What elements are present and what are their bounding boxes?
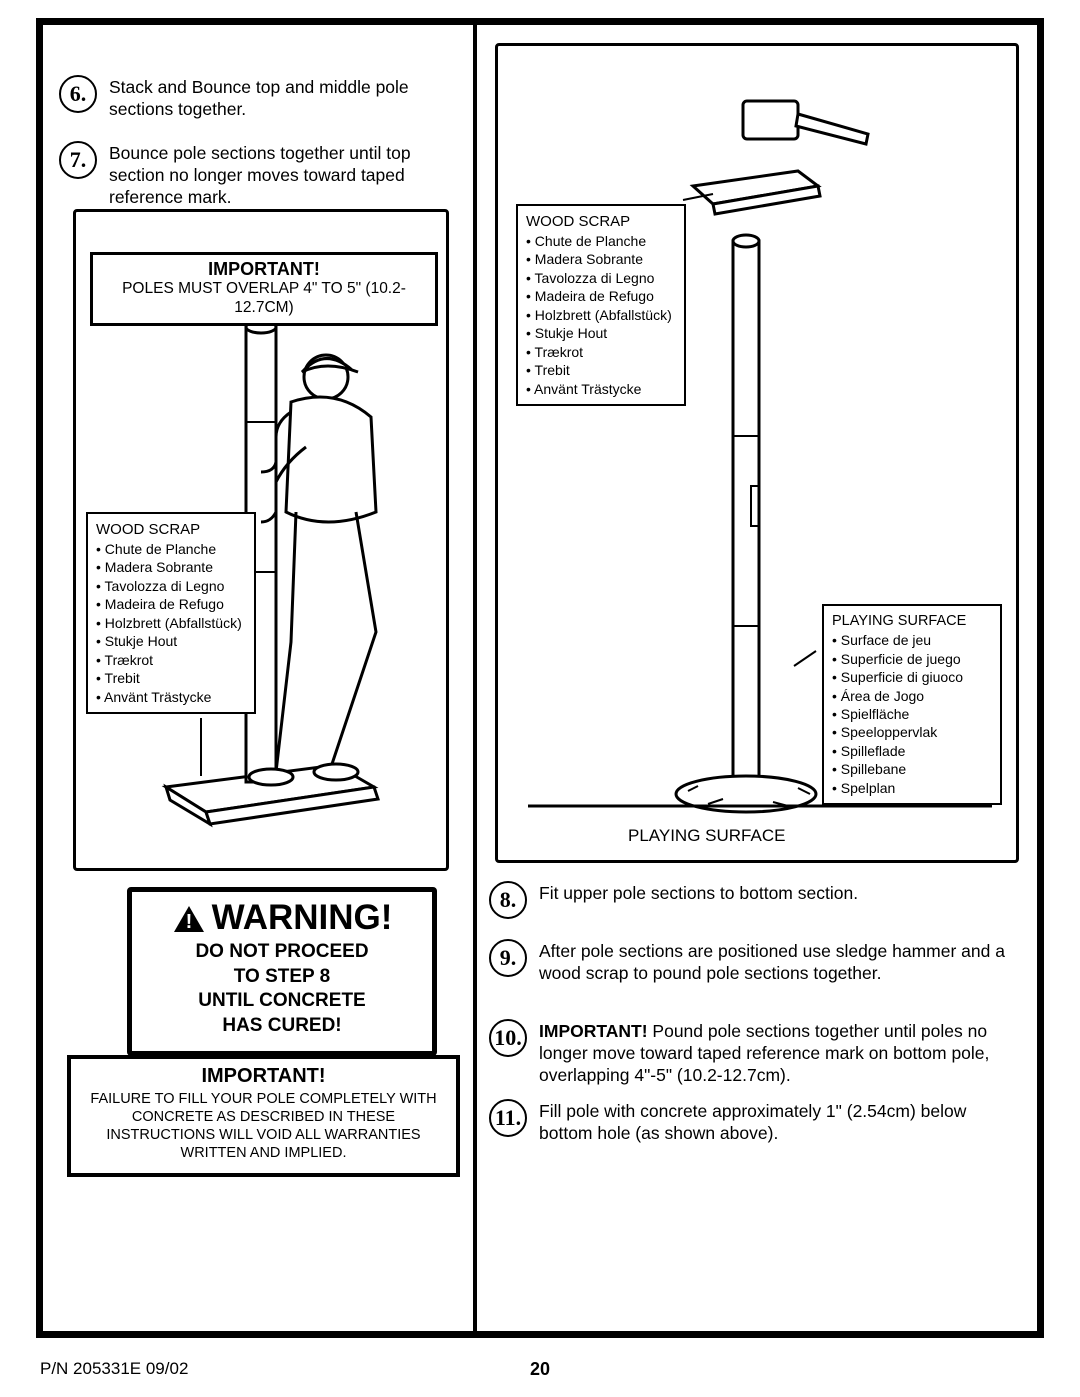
svg-text:!: ! — [185, 911, 192, 933]
step-10-text-wrapper: IMPORTANT! Pound pole sections together … — [539, 1019, 1019, 1087]
step-10-circle: 10. — [489, 1019, 527, 1057]
ps-item: Spillebane — [832, 760, 992, 778]
step-9-circle: 9. — [489, 939, 527, 977]
important-overlap-text: POLES MUST OVERLAP 4" TO 5" (10.2-12.7CM… — [97, 280, 431, 317]
warning-line: TO STEP 8 — [138, 965, 426, 990]
ws-item: Madeira de Refugo — [526, 287, 676, 305]
step-8: 8. Fit upper pole sections to bottom sec… — [489, 881, 1019, 919]
warning-line: DO NOT PROCEED — [138, 940, 426, 965]
step-7-circle: 7. — [59, 141, 97, 179]
ws-item: Stukje Hout — [96, 632, 246, 650]
step-10: 10. IMPORTANT! Pound pole sections toget… — [489, 1019, 1019, 1087]
right-column: WOOD SCRAP Chute de Planche Madera Sobra… — [473, 25, 1037, 1331]
wood-scrap-title-right: WOOD SCRAP — [526, 212, 676, 232]
warning-line: HAS CURED! — [138, 1014, 426, 1039]
left-column: 6. Stack and Bounce top and middle pole … — [43, 25, 473, 1331]
ps-item: Área de Jogo — [832, 687, 992, 705]
warning-title-row: ! WARNING! — [138, 898, 426, 938]
footer: P/N 205331E 09/02 20 — [40, 1359, 1040, 1379]
ps-item: Spilleflade — [832, 742, 992, 760]
ws-item: Chute de Planche — [526, 232, 676, 250]
wood-scrap-box-right: WOOD SCRAP Chute de Planche Madera Sobra… — [516, 204, 686, 406]
ws-item: Chute de Planche — [96, 540, 246, 558]
important-warranty-text: FAILURE TO FILL YOUR POLE COMPLETELY WIT… — [77, 1090, 450, 1163]
step-7: 7. Bounce pole sections together until t… — [59, 141, 459, 209]
ws-item: Trebit — [96, 669, 246, 687]
ps-item: Spielfläche — [832, 705, 992, 723]
outer-frame: 6. Stack and Bounce top and middle pole … — [36, 18, 1044, 1338]
warning-triangle-icon: ! — [172, 903, 206, 933]
ws-item: Trækrot — [96, 651, 246, 669]
step-6-text: Stack and Bounce top and middle pole sec… — [109, 75, 459, 121]
footer-page-number: 20 — [530, 1359, 550, 1380]
warning-box: ! WARNING! DO NOT PROCEED TO STEP 8 UNTI… — [127, 887, 437, 1056]
columns: 6. Stack and Bounce top and middle pole … — [43, 25, 1037, 1331]
step-11-circle: 11. — [489, 1099, 527, 1137]
ws-item: Tavolozza di Legno — [526, 269, 676, 287]
wood-scrap-box-left: WOOD SCRAP Chute de Planche Madera Sobra… — [86, 512, 256, 714]
step-11-text: Fill pole with concrete approximately 1"… — [539, 1099, 1019, 1145]
playing-surface-label: PLAYING SURFACE — [628, 826, 785, 846]
left-illustration-frame: IMPORTANT! POLES MUST OVERLAP 4" TO 5" (… — [73, 209, 449, 871]
ws-item: Trækrot — [526, 343, 676, 361]
ws-item: Holzbrett (Abfallstück) — [96, 614, 246, 632]
step-11: 11. Fill pole with concrete approximatel… — [489, 1099, 1019, 1145]
warning-title-text: WARNING! — [212, 898, 393, 938]
step-10-important: IMPORTANT! — [539, 1021, 648, 1041]
ps-item: Speeloppervlak — [832, 723, 992, 741]
playing-surface-box: PLAYING SURFACE Surface de jeu Superfici… — [822, 604, 1002, 805]
ps-item: Superficie de juego — [832, 650, 992, 668]
ps-item: Surface de jeu — [832, 631, 992, 649]
important-warranty-header: IMPORTANT! — [77, 1065, 450, 1088]
ws-item: Använt Trästycke — [96, 688, 246, 706]
ws-item: Stukje Hout — [526, 324, 676, 342]
page: 6. Stack and Bounce top and middle pole … — [0, 0, 1080, 1397]
step-9-text: After pole sections are positioned use s… — [539, 939, 1019, 985]
important-overlap-box: IMPORTANT! POLES MUST OVERLAP 4" TO 5" (… — [90, 252, 438, 326]
step-9: 9. After pole sections are positioned us… — [489, 939, 1019, 985]
ws-item: Madeira de Refugo — [96, 595, 246, 613]
step-8-circle: 8. — [489, 881, 527, 919]
ps-item: Superficie di giuoco — [832, 668, 992, 686]
important-warranty-box: IMPORTANT! FAILURE TO FILL YOUR POLE COM… — [67, 1055, 460, 1177]
ws-item: Tavolozza di Legno — [96, 577, 246, 595]
step-7-text: Bounce pole sections together until top … — [109, 141, 459, 209]
ws-item: Madera Sobrante — [96, 558, 246, 576]
lead-line-ws-left — [200, 718, 202, 776]
ws-item: Holzbrett (Abfallstück) — [526, 306, 676, 324]
wood-scrap-title-left: WOOD SCRAP — [96, 520, 246, 540]
ws-item: Madera Sobrante — [526, 250, 676, 268]
warning-line: UNTIL CONCRETE — [138, 989, 426, 1014]
step-8-text: Fit upper pole sections to bottom sectio… — [539, 881, 858, 905]
ws-item: Trebit — [526, 361, 676, 379]
important-overlap-header: IMPORTANT! — [97, 259, 431, 280]
step-6: 6. Stack and Bounce top and middle pole … — [59, 75, 459, 121]
playing-surface-title: PLAYING SURFACE — [832, 612, 992, 631]
footer-pn: P/N 205331E 09/02 — [40, 1359, 188, 1378]
ws-item: Använt Trästycke — [526, 380, 676, 398]
warning-body: DO NOT PROCEED TO STEP 8 UNTIL CONCRETE … — [138, 940, 426, 1039]
ps-item: Spelplan — [832, 779, 992, 797]
step-6-circle: 6. — [59, 75, 97, 113]
right-illustration-frame: WOOD SCRAP Chute de Planche Madera Sobra… — [495, 43, 1019, 863]
